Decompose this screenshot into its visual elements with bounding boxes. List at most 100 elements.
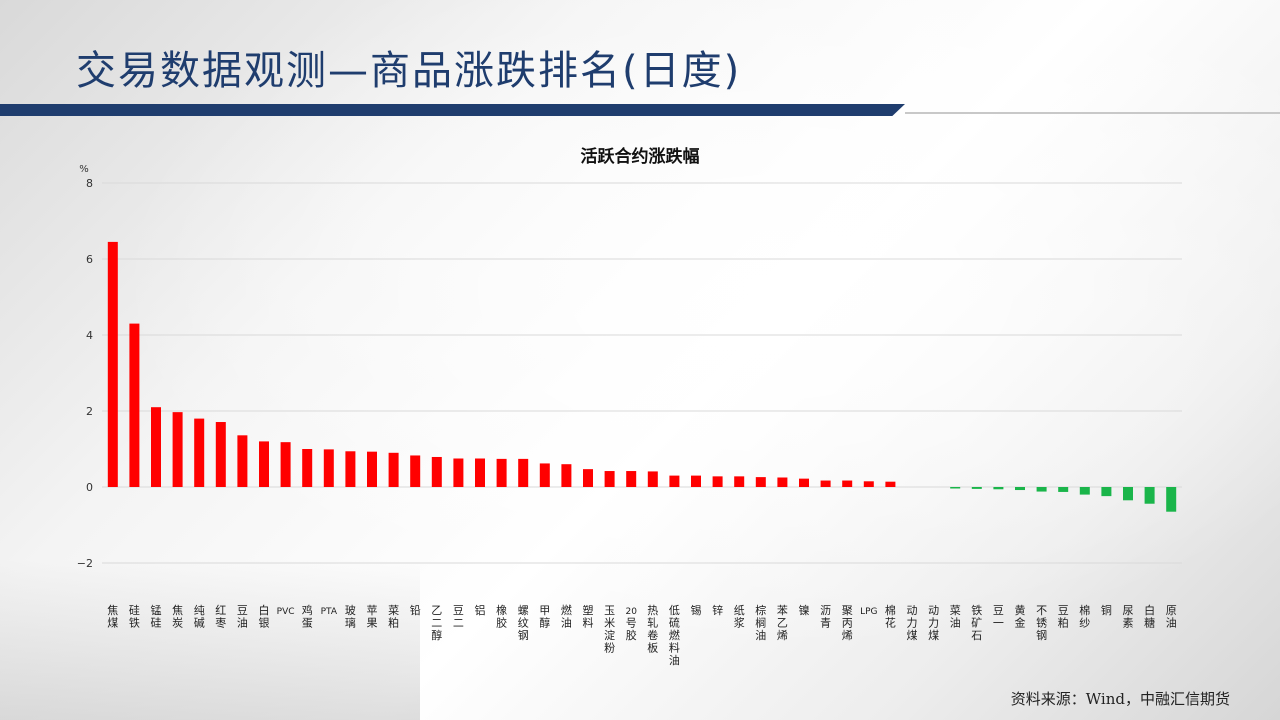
x-tick-label: 甲醇 (539, 604, 550, 630)
y-tick-label: 4 (86, 329, 93, 342)
bar (777, 477, 788, 487)
x-tick-label: 玻璃 (345, 604, 356, 630)
bar (647, 471, 658, 487)
bar (496, 458, 507, 487)
bar (323, 449, 334, 487)
x-tick-label: 锡 (691, 603, 702, 617)
x-tick-label: 棕榈油 (755, 603, 766, 642)
x-tick-label: 棉花 (885, 603, 896, 630)
bar (475, 458, 485, 487)
x-tick-label: 沥青 (820, 604, 831, 630)
x-tick-label: 豆粕 (1058, 604, 1069, 630)
bar (367, 451, 377, 487)
bar (993, 487, 1004, 490)
x-tick-label: 玉米淀粉 (604, 604, 615, 655)
x-tick-label: 棉纱 (1079, 603, 1090, 630)
x-tick-label: 纯碱 (194, 604, 205, 630)
x-tick-label: 尿素 (1123, 604, 1134, 630)
bar (431, 456, 442, 487)
x-tick-label: 螺纹钢 (518, 604, 529, 642)
x-tick-label: 豆二 (453, 604, 464, 630)
bar (539, 463, 550, 487)
x-tick-label: 菜油 (950, 604, 961, 630)
bar (107, 241, 118, 487)
bar (971, 487, 982, 489)
x-tick-label: 燃油 (561, 603, 572, 630)
x-tick-label: 鸡蛋 (302, 603, 313, 630)
bar (259, 441, 269, 487)
bar (453, 458, 464, 487)
bar (388, 452, 399, 487)
y-tick-label: 0 (86, 481, 93, 494)
slide-title: 交易数据观测—商品涨跌排名(日度) (76, 48, 742, 94)
x-tick-label: 苹果 (367, 603, 378, 630)
x-tick-label: 锰硅 (151, 603, 162, 630)
bar (669, 475, 680, 487)
x-tick-label: 铜 (1101, 603, 1112, 617)
bar (755, 477, 766, 487)
title-underline-bar (0, 104, 905, 116)
x-tick-label: 塑料 (583, 603, 594, 630)
x-tick-label: 聚丙烯 (842, 604, 853, 642)
background-skyline (0, 560, 420, 720)
bar (820, 480, 831, 487)
bar (129, 323, 140, 487)
x-tick-label: PTA (321, 607, 338, 617)
bar (885, 481, 896, 487)
x-tick-label: 锌 (712, 603, 723, 617)
x-tick-label: 苯乙烯 (777, 603, 788, 642)
bar (1101, 487, 1112, 497)
bar (1166, 487, 1177, 512)
x-tick-label: 橡胶 (496, 604, 507, 630)
x-tick-label: 动力煤 (928, 604, 939, 642)
bar (518, 458, 529, 487)
bar (561, 464, 572, 487)
bar (691, 475, 701, 487)
bar (1058, 487, 1069, 492)
title-underline-rule (905, 112, 1280, 114)
x-tick-label: 镍 (799, 603, 810, 617)
bar (626, 471, 637, 487)
x-tick-label: 铁矿石 (971, 604, 982, 642)
bar (194, 418, 205, 487)
x-tick-label: 白糖 (1144, 603, 1155, 630)
bar (842, 480, 853, 487)
x-tick-label: 焦煤 (107, 604, 118, 630)
x-tick-label: 热轧卷板 (647, 604, 658, 655)
bar (712, 476, 723, 487)
x-tick-label: 黄金 (1015, 603, 1026, 630)
x-tick-label: 铅 (410, 603, 421, 617)
x-tick-label: 动力煤 (907, 604, 918, 642)
bar (604, 471, 615, 487)
bar (410, 455, 421, 487)
x-tick-label: 菜粕 (388, 604, 399, 630)
x-tick-label: 焦炭 (172, 604, 183, 630)
x-tick-label: 白银 (259, 603, 270, 630)
bar (172, 412, 183, 487)
bar (302, 449, 313, 487)
x-tick-label: 红枣 (215, 604, 226, 630)
bar (799, 478, 809, 487)
bar (1079, 487, 1090, 495)
bar (1036, 487, 1047, 492)
x-tick-label: 20 号胶 (625, 607, 637, 642)
x-tick-label: PVC (277, 607, 295, 617)
bar (151, 407, 161, 487)
bar (345, 451, 356, 487)
x-tick-label: 豆一 (993, 604, 1004, 630)
x-tick-label: 硅铁 (129, 604, 140, 630)
y-tick-label: 8 (86, 177, 93, 190)
x-tick-label: 铝 (475, 603, 486, 617)
source-note: 资料来源：Wind，中融汇信期货 (1010, 690, 1230, 708)
y-tick-label: −2 (77, 557, 93, 570)
bar (1123, 487, 1133, 501)
y-axis-unit: % (79, 164, 89, 175)
bar (237, 435, 248, 487)
x-tick-label: 原油 (1166, 604, 1177, 630)
bar (1015, 487, 1025, 491)
x-tick-label: 乙二醇 (431, 604, 442, 642)
chart-title: 活跃合约涨跌幅 (580, 147, 700, 167)
x-tick-label: 低硫燃料油 (669, 604, 680, 667)
x-tick-label: 纸浆 (734, 604, 745, 630)
